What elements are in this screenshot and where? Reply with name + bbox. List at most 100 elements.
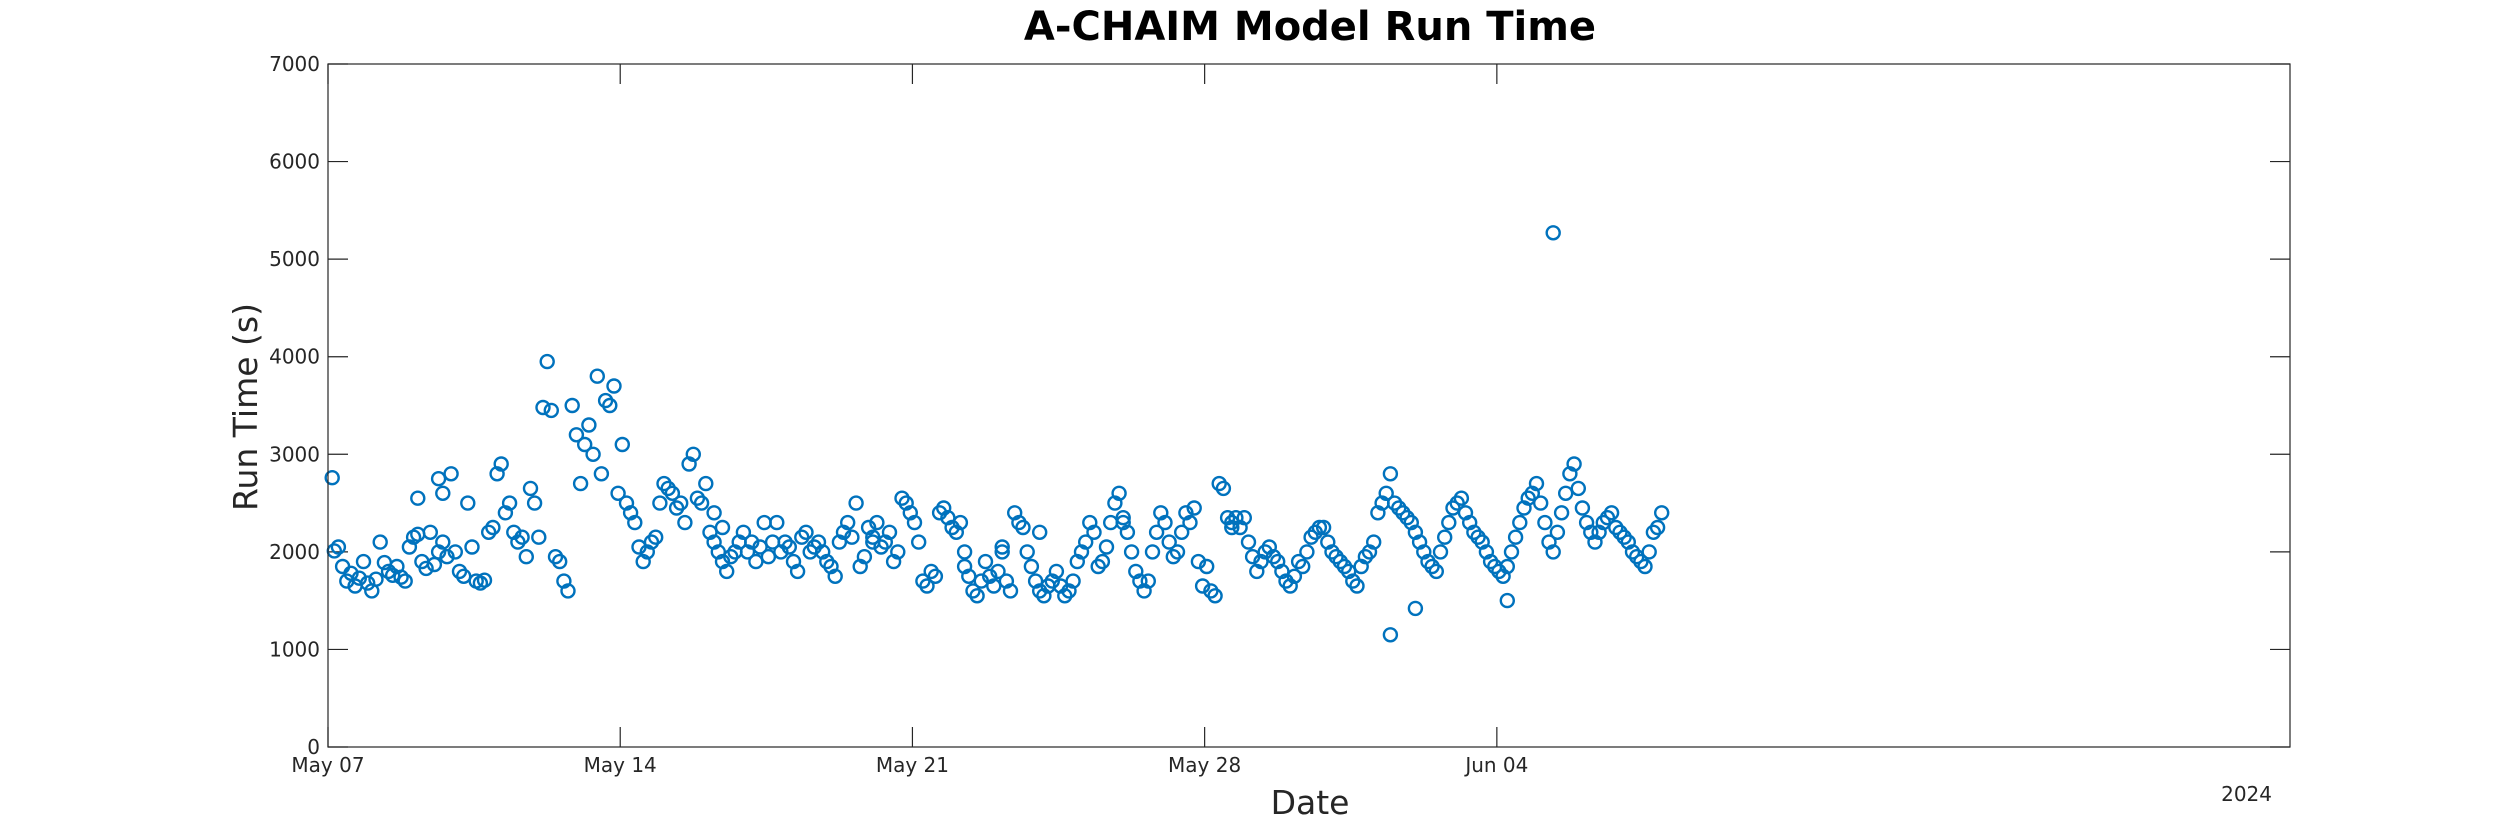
data-point (1349, 578, 1365, 594)
chart-title: A-CHAIM Model Run Time (1024, 4, 1596, 50)
data-point (1274, 563, 1290, 580)
data-point (606, 378, 622, 394)
data-point (489, 466, 505, 482)
data-point (936, 500, 952, 516)
data-point (447, 544, 463, 560)
data-point (848, 495, 864, 511)
data-point (1524, 485, 1541, 501)
data-point (673, 495, 689, 511)
data-point (593, 466, 610, 482)
data-point (531, 529, 547, 545)
data-point (681, 456, 697, 472)
data-point (1144, 544, 1161, 560)
data-point (1441, 514, 1457, 531)
data-point (385, 567, 401, 583)
data-point (393, 569, 409, 585)
data-point (1236, 510, 1253, 526)
data-point (1378, 485, 1394, 501)
data-point (497, 505, 514, 521)
data-point (911, 534, 927, 550)
y-tick-label: 7000 (269, 52, 320, 76)
data-point (522, 480, 539, 497)
y-axis-label: Run Time (s) (226, 303, 265, 511)
data-point (652, 495, 668, 511)
data-point (827, 568, 843, 584)
data-point (1416, 544, 1432, 560)
data-point (410, 490, 426, 506)
x-tick-label: May 14 (584, 753, 657, 777)
data-point (1528, 475, 1545, 492)
data-point (351, 570, 367, 586)
data-point (1198, 558, 1215, 575)
data-point (1002, 583, 1019, 599)
x-tick-label: May 21 (876, 753, 949, 777)
data-point (556, 573, 572, 589)
plot-frame (327, 63, 2291, 748)
data-point (1478, 544, 1495, 560)
data-point (986, 578, 1002, 594)
data-point (973, 573, 989, 589)
data-point (1282, 578, 1298, 594)
data-point (1507, 529, 1524, 545)
data-point (1649, 519, 1666, 536)
y-tick-label: 6000 (269, 150, 320, 174)
data-point (1186, 500, 1202, 516)
data-point (994, 544, 1010, 560)
data-point (1294, 558, 1311, 575)
data-point (1365, 534, 1382, 550)
data-point (560, 583, 576, 599)
data-point (1115, 514, 1131, 531)
data-point (969, 588, 985, 604)
data-point (1019, 544, 1035, 560)
data-point (1182, 514, 1198, 531)
data-point (1637, 558, 1653, 575)
data-point (514, 529, 530, 545)
data-point (1031, 524, 1048, 540)
data-point (330, 539, 347, 555)
y-tick-label: 1000 (269, 637, 320, 661)
data-point (564, 397, 580, 414)
data-point (397, 573, 413, 589)
data-point (585, 446, 601, 462)
data-point (865, 529, 881, 545)
data-point (1566, 456, 1582, 472)
data-point (835, 524, 852, 540)
data-point (1157, 514, 1173, 531)
data-point (1603, 505, 1620, 521)
data-point (1123, 544, 1140, 560)
y-tick-label: 0 (307, 735, 320, 759)
data-point (840, 514, 856, 531)
data-point (919, 578, 935, 594)
data-point (781, 539, 797, 555)
data-point (1077, 534, 1094, 550)
data-point (610, 485, 626, 501)
data-point (485, 519, 501, 536)
y-tick-label: 4000 (269, 345, 320, 369)
data-point (1065, 573, 1081, 589)
y-tick-label: 3000 (269, 442, 320, 466)
data-point (1140, 573, 1157, 589)
data-point (635, 553, 651, 570)
data-point (614, 436, 630, 453)
data-point (1098, 539, 1115, 555)
data-point (885, 553, 902, 570)
data-point (977, 553, 994, 570)
data-point (952, 514, 969, 531)
data-point (1086, 524, 1102, 540)
data-point (631, 539, 647, 555)
x-tick-label: Jun 04 (1463, 753, 1528, 777)
data-point (744, 534, 760, 550)
data-point (664, 485, 681, 501)
data-point (435, 534, 451, 550)
data-point (1240, 534, 1257, 550)
data-point (1436, 529, 1453, 545)
data-point (1370, 505, 1386, 521)
data-point (714, 519, 731, 536)
data-point (368, 571, 384, 587)
data-point (506, 524, 522, 540)
data-point (493, 456, 509, 472)
data-point (1027, 573, 1044, 589)
data-point (1512, 514, 1528, 531)
